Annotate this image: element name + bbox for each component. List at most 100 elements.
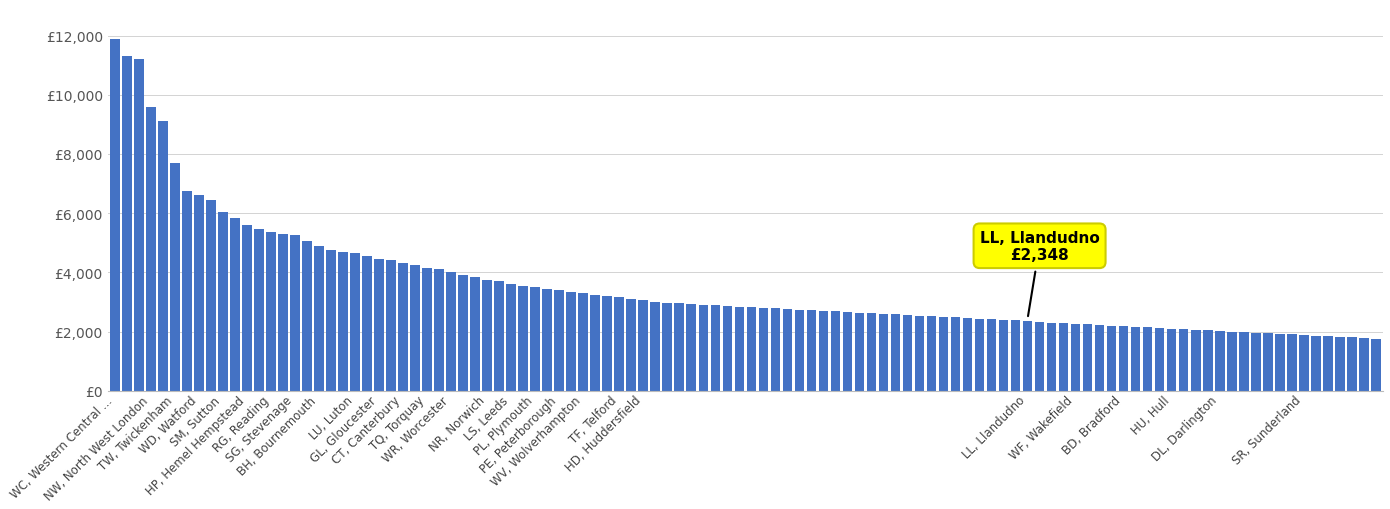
Bar — [627, 299, 637, 391]
Bar — [1264, 334, 1273, 391]
Bar — [638, 301, 648, 391]
Bar — [578, 294, 588, 391]
Bar — [1359, 338, 1369, 391]
Bar — [1011, 321, 1020, 391]
Bar — [434, 270, 443, 391]
Bar — [254, 230, 264, 391]
Bar — [470, 277, 480, 391]
Bar — [1347, 338, 1357, 391]
Bar — [278, 235, 288, 391]
Bar — [506, 285, 516, 391]
Bar — [170, 163, 179, 391]
Bar — [1202, 331, 1212, 391]
Bar — [1275, 334, 1284, 391]
Bar — [915, 316, 924, 391]
Bar — [651, 302, 660, 391]
Bar — [866, 314, 876, 391]
Bar — [566, 292, 575, 391]
Bar — [1215, 331, 1225, 391]
Bar — [591, 295, 600, 391]
Bar — [495, 281, 505, 391]
Bar — [386, 261, 396, 391]
Bar — [746, 307, 756, 391]
Bar — [795, 310, 805, 391]
Bar — [291, 236, 300, 391]
Bar — [1238, 332, 1248, 391]
Bar — [783, 309, 792, 391]
Bar — [327, 250, 336, 391]
Bar — [218, 212, 228, 391]
Bar — [1371, 340, 1380, 391]
Bar — [133, 60, 143, 391]
Bar — [963, 318, 973, 391]
Bar — [542, 289, 552, 391]
Bar — [1300, 335, 1308, 391]
Bar — [999, 320, 1008, 391]
Bar — [446, 273, 456, 391]
Bar — [891, 315, 901, 391]
Bar — [1311, 336, 1320, 391]
Bar — [674, 304, 684, 391]
Bar — [1155, 328, 1165, 391]
Bar — [338, 252, 348, 391]
Bar — [158, 122, 168, 391]
Bar — [902, 316, 912, 391]
Bar — [231, 218, 239, 391]
Bar — [1323, 336, 1333, 391]
Bar — [182, 191, 192, 391]
Bar — [363, 257, 373, 391]
Bar — [146, 107, 156, 391]
Bar — [265, 233, 275, 391]
Bar — [1131, 327, 1140, 391]
Bar — [195, 196, 204, 391]
Bar — [1251, 333, 1261, 391]
Bar — [1287, 335, 1297, 391]
Bar — [1095, 325, 1105, 391]
Bar — [687, 305, 696, 391]
Bar — [1059, 324, 1069, 391]
Bar — [1083, 325, 1093, 391]
Bar — [302, 242, 311, 391]
Bar — [710, 306, 720, 391]
Bar — [1119, 327, 1129, 391]
Bar — [1227, 332, 1237, 391]
Bar — [951, 318, 960, 391]
Bar — [1070, 324, 1080, 391]
Bar — [831, 312, 840, 391]
Bar — [110, 39, 120, 391]
Bar — [399, 264, 407, 391]
Bar — [555, 291, 564, 391]
Bar — [1106, 326, 1116, 391]
Bar — [1334, 337, 1344, 391]
Bar — [819, 311, 828, 391]
Bar — [423, 268, 432, 391]
Bar — [1023, 322, 1033, 391]
Bar — [518, 286, 528, 391]
Bar — [374, 260, 384, 391]
Bar — [927, 317, 937, 391]
Text: LL, Llandudno
£2,348: LL, Llandudno £2,348 — [980, 230, 1099, 317]
Bar — [1143, 328, 1152, 391]
Bar — [206, 201, 215, 391]
Bar — [806, 310, 816, 391]
Bar — [987, 320, 997, 391]
Bar — [723, 306, 733, 391]
Bar — [350, 253, 360, 391]
Bar — [531, 288, 539, 391]
Bar — [699, 305, 708, 391]
Bar — [314, 246, 324, 391]
Bar — [602, 296, 612, 391]
Bar — [122, 57, 132, 391]
Bar — [459, 276, 468, 391]
Bar — [1179, 329, 1188, 391]
Bar — [663, 303, 673, 391]
Bar — [1191, 330, 1201, 391]
Bar — [734, 307, 744, 391]
Bar — [770, 309, 780, 391]
Bar — [974, 319, 984, 391]
Bar — [1166, 329, 1176, 391]
Bar — [410, 265, 420, 391]
Bar — [842, 313, 852, 391]
Bar — [614, 298, 624, 391]
Bar — [878, 314, 888, 391]
